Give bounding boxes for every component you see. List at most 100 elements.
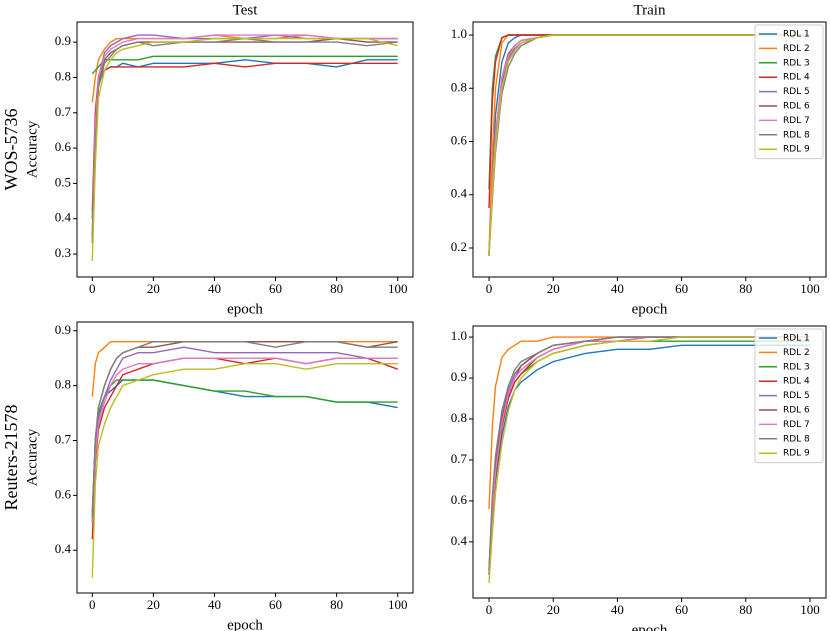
legend-label: RDL 7 — [783, 420, 810, 430]
x-tick-label: 60 — [269, 597, 282, 612]
legend-label: RDL 3 — [783, 58, 810, 68]
x-tick-label: 100 — [388, 281, 408, 296]
legend-label: RDL 2 — [783, 348, 810, 358]
series-line — [488, 34, 810, 257]
x-axis-label: epoch — [632, 622, 668, 631]
x-tick-label: 40 — [611, 281, 624, 296]
legend-label: RDL 4 — [783, 377, 810, 387]
y-tick-label: 0.3 — [55, 245, 71, 260]
y-tick-label: 0.8 — [451, 79, 467, 94]
y-axis-label: Accuracy — [24, 428, 40, 486]
x-axis-label: epoch — [632, 301, 668, 317]
y-tick-label: 0.8 — [55, 377, 71, 392]
x-tick-label: 100 — [800, 281, 820, 296]
x-tick-label: 80 — [739, 281, 752, 296]
x-tick-label: 60 — [269, 281, 282, 296]
x-tick-label: 40 — [208, 281, 221, 296]
y-tick-label: 0.7 — [55, 431, 72, 446]
x-tick-label: 20 — [147, 597, 160, 612]
series-line — [91, 379, 398, 518]
series-line — [91, 55, 398, 75]
x-tick-label: 0 — [486, 281, 493, 296]
x-axis-label: epoch — [227, 617, 263, 631]
y-tick-label: 0.6 — [451, 492, 468, 507]
x-tick-label: 0 — [486, 602, 493, 617]
axes-frame — [76, 21, 414, 278]
y-tick-label: 0.2 — [451, 239, 467, 254]
x-axis-label: epoch — [227, 301, 263, 317]
y-tick-label: 0.8 — [55, 68, 71, 83]
x-tick-label: 80 — [739, 602, 752, 617]
y-tick-label: 0.6 — [55, 486, 72, 501]
x-tick-label: 20 — [147, 281, 160, 296]
legend-label: RDL 1 — [783, 334, 810, 344]
x-tick-label: 100 — [388, 597, 408, 612]
legend-label: RDL 9 — [783, 145, 810, 155]
legend-label: RDL 4 — [783, 73, 810, 83]
axes-frame — [76, 321, 414, 594]
series-line — [488, 336, 810, 583]
series-line — [91, 37, 398, 262]
y-tick-label: 0.5 — [55, 174, 71, 189]
y-tick-label: 0.6 — [451, 132, 468, 147]
legend-label: RDL 2 — [783, 44, 810, 54]
x-tick-label: 60 — [675, 602, 688, 617]
x-tick-label: 20 — [547, 281, 560, 296]
y-tick-label: 0.7 — [55, 104, 72, 119]
series-line — [91, 62, 398, 212]
y-tick-label: 0.4 — [55, 210, 72, 225]
y-axis-label: Accuracy — [24, 120, 40, 178]
x-tick-label: 0 — [89, 281, 96, 296]
row-label: WOS-5736 — [1, 109, 21, 191]
y-tick-label: 0.9 — [55, 33, 71, 48]
legend-box — [754, 24, 824, 160]
legend-box — [754, 328, 824, 464]
legend-label: RDL 3 — [783, 362, 810, 372]
y-tick-label: 0.9 — [451, 369, 467, 384]
legend-label: RDL 9 — [783, 449, 810, 459]
x-tick-label: 80 — [330, 597, 343, 612]
axes-frame — [472, 21, 827, 278]
legend-label: RDL 8 — [783, 130, 810, 140]
series-line — [91, 341, 398, 512]
y-tick-label: 0.6 — [55, 139, 72, 154]
legend-label: RDL 7 — [783, 116, 810, 126]
y-tick-label: 0.8 — [451, 410, 467, 425]
series-line — [91, 363, 398, 578]
x-tick-label: 20 — [547, 602, 560, 617]
series-line — [91, 37, 398, 240]
series-line — [488, 344, 810, 575]
x-tick-label: 80 — [330, 281, 343, 296]
y-tick-label: 1.0 — [451, 328, 467, 343]
legend-label: RDL 6 — [783, 102, 810, 112]
x-tick-label: 60 — [675, 281, 688, 296]
y-tick-label: 0.4 — [451, 186, 468, 201]
legend-label: RDL 5 — [783, 87, 810, 97]
legend-label: RDL 5 — [783, 391, 810, 401]
series-line — [91, 357, 398, 523]
series-line — [91, 59, 398, 219]
subplot-title: Train — [634, 2, 666, 18]
x-tick-label: 40 — [208, 597, 221, 612]
series-line — [91, 346, 398, 523]
legend-label: RDL 8 — [783, 434, 810, 444]
x-tick-label: 40 — [611, 602, 624, 617]
series-line — [91, 341, 398, 518]
x-tick-label: 0 — [89, 597, 96, 612]
y-tick-label: 0.4 — [55, 541, 72, 556]
y-tick-label: 0.7 — [451, 451, 468, 466]
series-line — [91, 34, 398, 233]
series-line — [91, 34, 398, 237]
series-line — [91, 37, 398, 244]
subplot-title: Test — [233, 2, 259, 18]
y-tick-label: 1.0 — [451, 26, 467, 41]
y-tick-label: 0.9 — [55, 322, 71, 337]
x-tick-label: 100 — [800, 602, 820, 617]
legend-label: RDL 6 — [783, 406, 810, 416]
y-tick-label: 0.4 — [451, 533, 468, 548]
row-label: Reuters-21578 — [1, 405, 21, 511]
legend-label: RDL 1 — [783, 30, 810, 40]
axes-frame — [472, 325, 827, 599]
series-line — [91, 357, 398, 540]
